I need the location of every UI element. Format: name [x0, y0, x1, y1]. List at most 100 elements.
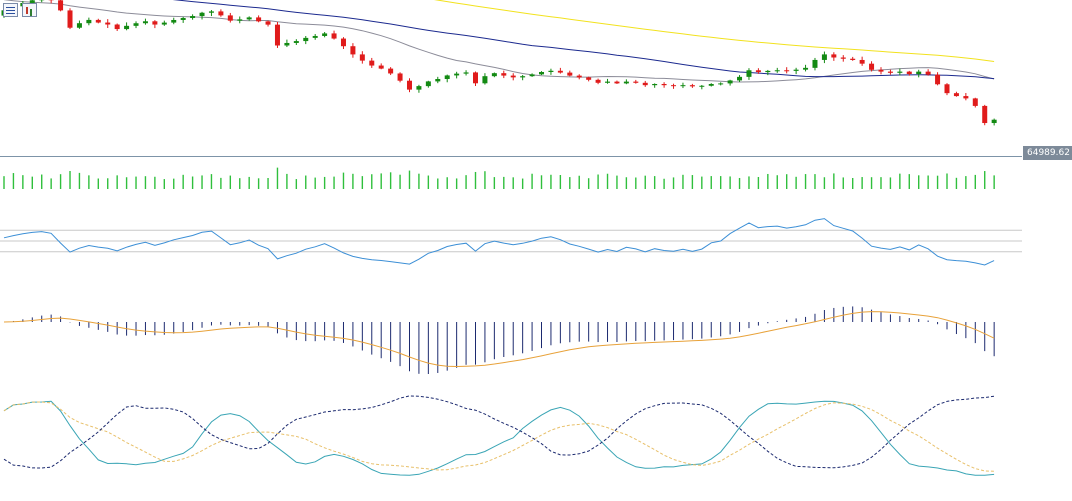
candle[interactable] [114, 23, 120, 32]
candle[interactable] [576, 74, 582, 80]
candle[interactable] [369, 57, 375, 68]
candle[interactable] [595, 78, 601, 85]
candle[interactable] [567, 70, 573, 77]
candle[interactable] [803, 64, 809, 72]
candle[interactable] [312, 34, 318, 40]
candle[interactable] [746, 68, 752, 80]
candle[interactable] [840, 55, 846, 62]
candle[interactable] [501, 70, 507, 79]
candle[interactable] [755, 68, 761, 74]
candle[interactable] [227, 12, 233, 23]
candle[interactable] [180, 16, 186, 23]
candle[interactable] [774, 67, 780, 73]
candle[interactable] [982, 104, 988, 126]
candle[interactable] [340, 37, 346, 50]
candle[interactable] [284, 39, 290, 48]
candle[interactable] [406, 78, 412, 93]
candle[interactable] [76, 20, 82, 29]
candle[interactable] [699, 84, 705, 90]
candle[interactable] [67, 8, 73, 30]
candle[interactable] [539, 71, 545, 76]
candle[interactable] [765, 69, 771, 76]
candle[interactable] [133, 21, 139, 29]
candle[interactable] [548, 68, 554, 75]
candle[interactable] [586, 76, 592, 82]
candle[interactable] [972, 97, 978, 108]
candle[interactable] [105, 19, 111, 29]
macd-pane[interactable] [3, 306, 995, 374]
candle[interactable] [171, 17, 177, 25]
candle[interactable] [859, 56, 865, 66]
candle[interactable] [878, 67, 884, 75]
candle[interactable] [161, 20, 167, 26]
candle[interactable] [237, 16, 243, 24]
candle[interactable] [529, 73, 535, 77]
candle[interactable] [39, 0, 45, 3]
chart-type-icon[interactable] [22, 3, 37, 17]
candle[interactable] [869, 61, 875, 72]
candle[interactable] [444, 74, 450, 83]
candle[interactable] [821, 51, 827, 64]
candle[interactable] [623, 79, 629, 85]
candle[interactable] [652, 83, 658, 88]
candle[interactable] [435, 76, 441, 84]
candle[interactable] [718, 82, 724, 86]
candle[interactable] [935, 72, 941, 86]
rsi-pane[interactable] [0, 218, 1022, 266]
candle[interactable] [633, 79, 639, 84]
candle[interactable] [925, 69, 931, 76]
candle[interactable] [916, 69, 922, 78]
candle[interactable] [953, 91, 959, 97]
candle[interactable] [793, 67, 799, 75]
candle[interactable] [614, 80, 620, 84]
candle[interactable] [850, 56, 856, 61]
candle[interactable] [737, 75, 743, 83]
candle[interactable] [199, 11, 205, 20]
candle[interactable] [378, 63, 384, 70]
stochastic-pane[interactable] [3, 395, 995, 476]
candle[interactable] [388, 67, 394, 76]
candle[interactable] [897, 68, 903, 76]
candle[interactable] [520, 74, 526, 81]
candle[interactable] [991, 118, 997, 126]
candle[interactable] [605, 78, 611, 84]
candle[interactable] [671, 83, 677, 89]
indicator-list-icon[interactable] [3, 3, 18, 17]
candle[interactable] [331, 30, 337, 40]
candle[interactable] [124, 22, 130, 31]
candle[interactable] [246, 16, 252, 21]
candle[interactable] [784, 67, 790, 74]
candle[interactable] [58, 0, 64, 12]
candle[interactable] [190, 14, 196, 20]
candle[interactable] [293, 39, 299, 46]
candle[interactable] [425, 80, 431, 88]
candle[interactable] [350, 43, 356, 58]
candle[interactable] [454, 71, 460, 79]
candle[interactable] [95, 18, 101, 24]
candle[interactable] [142, 18, 148, 25]
candle[interactable] [218, 9, 224, 17]
candle[interactable] [727, 79, 733, 86]
candle[interactable] [359, 51, 365, 64]
candle[interactable] [274, 21, 280, 48]
candle[interactable] [463, 70, 469, 76]
candle[interactable] [265, 20, 271, 27]
candle[interactable] [831, 52, 837, 61]
candle[interactable] [482, 73, 488, 85]
candle[interactable] [48, 0, 54, 4]
candle[interactable] [642, 80, 648, 87]
candle[interactable] [680, 82, 686, 89]
candle[interactable] [491, 72, 497, 78]
candle[interactable] [963, 92, 969, 101]
candle[interactable] [510, 73, 516, 81]
candle[interactable] [256, 15, 262, 23]
candle[interactable] [416, 84, 422, 93]
candle[interactable] [887, 69, 893, 75]
candle[interactable] [906, 70, 912, 76]
candle[interactable] [322, 32, 328, 38]
candle[interactable] [661, 82, 667, 88]
candle[interactable] [303, 35, 309, 45]
candle[interactable] [208, 10, 214, 17]
candle[interactable] [473, 71, 478, 87]
